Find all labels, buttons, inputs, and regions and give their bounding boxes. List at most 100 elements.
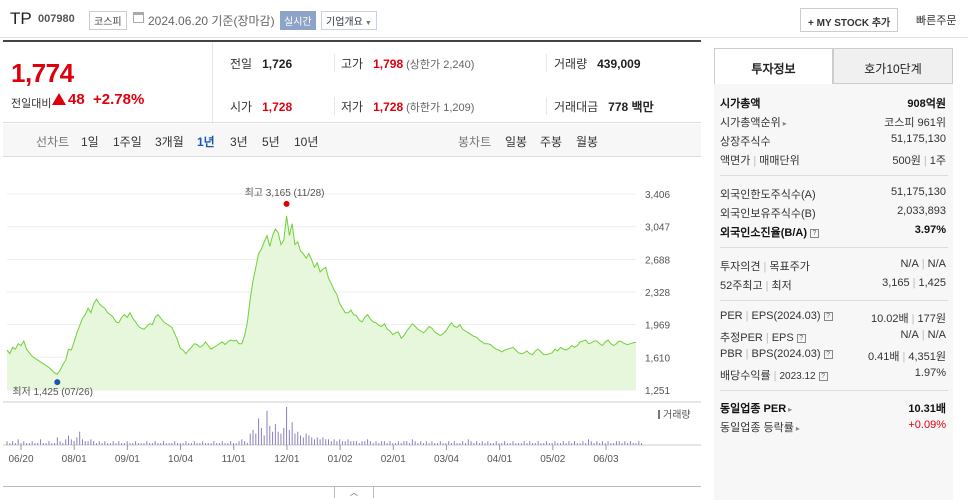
change-label: 전일대비 [11, 98, 52, 110]
stat-amount: 거래대금 778 백만 [554, 98, 654, 115]
divider [720, 300, 948, 301]
tab-investment-info[interactable]: 투자정보 [714, 48, 833, 84]
row-label: 외국인보유주식수(B) [720, 208, 816, 220]
x-tick-label: 10/04 [168, 454, 193, 465]
y-tick-label: 2,328 [645, 288, 670, 299]
row-value: 1,425 [918, 277, 946, 289]
row-label: 시가총액 [720, 98, 761, 110]
sector-rate-row[interactable]: 동일업종 등락률 ▸ +0.09% [720, 419, 946, 435]
row-value: 908억원 [907, 98, 946, 110]
y-tick-label: 1,251 [645, 386, 670, 397]
row-value: N/A [927, 258, 946, 270]
stat-label: 저가 [341, 100, 364, 114]
tab-weekly-candle[interactable]: 주봉 [540, 135, 563, 149]
tab-3years[interactable]: 3년 [230, 135, 248, 149]
stock-name: TP [10, 9, 32, 28]
tab-monthly-candle[interactable]: 월봉 [576, 135, 599, 149]
divider [720, 247, 948, 248]
x-tick-label: 06/03 [593, 454, 618, 465]
chevron-down-icon: ▼ [364, 20, 372, 27]
x-tick-label: 06/20 [8, 454, 33, 465]
x-tick-label: 01/02 [328, 454, 353, 465]
min-price-label: 최저 1,425 (07/26) [12, 386, 93, 398]
price-chart-svg: 3,406 3,047 2,688 2,328 1,969 1,610 1,251 06/2… [3, 187, 701, 465]
row-value: 10.02배 [871, 313, 909, 325]
row-label: 매매단위 [759, 155, 800, 167]
row-label: EPS(2024.03) [751, 310, 821, 322]
row-value: N/A [927, 329, 946, 341]
stat-label: 시가 [230, 100, 253, 114]
pbr-bps-row: PBR | BPS(2024.03)? 0.41배 | 4,351원 [720, 348, 946, 363]
row-value: N/A [900, 258, 919, 270]
my-stock-add-button[interactable]: + MY STOCK 추가 [800, 8, 899, 32]
row-label: EPS [771, 332, 794, 344]
est-per-eps-row: 추정PER | EPS? N/A | N/A [720, 329, 946, 344]
row-label: 액면가 [720, 155, 751, 167]
stock-code: 007980 [38, 13, 75, 25]
row-label: 최저 [771, 280, 792, 292]
row-label: BPS(2024.03) [751, 348, 821, 360]
stat-value: 1,728 [262, 100, 293, 114]
row-value: 코스피 961위 [884, 117, 946, 129]
help-icon[interactable]: ? [810, 229, 819, 238]
help-icon[interactable]: ? [823, 312, 833, 321]
foreign-ratio-row: 외국인소진율(B/A)? 3.97% [720, 224, 946, 240]
x-tick-label: 08/01 [62, 454, 87, 465]
row-label: 동일업종 PER [720, 403, 787, 415]
investment-info-panel: 투자정보 호가10단계 시가총액 908억원 시가총액순위 ▸ 코스피 961위 상장… [714, 48, 953, 500]
row-label: 상장주식수 [720, 136, 771, 148]
tab-3months[interactable]: 3개월 [155, 135, 184, 149]
tab-daily-candle[interactable]: 일봉 [505, 135, 528, 149]
help-icon[interactable]: ? [796, 334, 806, 343]
min-price-marker [54, 379, 61, 386]
chart-tabs: 선차트 1일 1주일 3개월 1년 3년 5년 10년 봉차트 일봉 주봉 월봉 [3, 124, 701, 157]
row-label: 외국인한도주식수(A) [720, 189, 816, 201]
sector-per-row[interactable]: 동일업종 PER ▸ 10.31배 [720, 400, 946, 416]
x-tick-label: 09/01 [115, 454, 140, 465]
row-value: 4,351원 [908, 351, 946, 363]
tab-1day[interactable]: 1일 [81, 135, 99, 149]
tab-5years[interactable]: 5년 [262, 135, 280, 149]
x-tick-label: 12/01 [274, 454, 299, 465]
stat-label: 거래량 [554, 57, 588, 71]
price-chart[interactable]: 3,406 3,047 2,688 2,328 1,969 1,610 1,251 06/2… [3, 157, 701, 500]
stock-header: TP 007980 코스피 2024.06.20 기준(장마감) 실시간 기업개… [0, 0, 968, 38]
par-unit-row: 액면가 | 매매단위 500원 | 1주 [720, 155, 946, 167]
arrow-right-icon: ▸ [788, 405, 793, 414]
base-date: 2024.06.20 기준(장마감) [148, 14, 275, 28]
row-value: 500원 [892, 155, 921, 167]
quick-order-button[interactable]: 빠른주문 [916, 15, 957, 27]
chart-collapse-button[interactable]: ︿ [334, 486, 374, 498]
tab-10years[interactable]: 10년 [294, 135, 319, 149]
stat-prev: 전일 1,726 [230, 55, 292, 72]
stat-high: 고가 1,798 (상한가 2,240) [341, 55, 474, 72]
row-value: 2,033,893 [897, 205, 946, 217]
tab-order-book[interactable]: 호가10단계 [833, 48, 953, 84]
company-overview-dropdown[interactable]: 기업개요 ▼ [321, 11, 377, 30]
help-icon[interactable]: ? [823, 350, 833, 359]
foreign-hold-row: 외국인보유주식수(B) 2,033,893 [720, 205, 946, 221]
change-percent: +2.78% [93, 91, 145, 108]
tab-1year[interactable]: 1년 [197, 135, 215, 149]
row-label: 시가총액순위 [720, 117, 781, 129]
y-tick-label: 1,610 [645, 353, 670, 364]
row-label: PBR [720, 348, 743, 360]
divider [720, 390, 948, 391]
divider [334, 97, 335, 115]
help-icon[interactable]: ? [818, 372, 828, 381]
row-value: +0.09% [908, 419, 946, 431]
row-value: 10.31배 [908, 403, 946, 415]
market-cap-rank-row[interactable]: 시가총액순위 ▸ 코스피 961위 [720, 114, 946, 130]
company-overview-label: 기업개요 [326, 17, 363, 28]
market-cap-row: 시가총액 908억원 [720, 95, 946, 111]
row-label: 외국인소진율(B/A) [720, 227, 807, 239]
tab-1week[interactable]: 1주일 [113, 135, 142, 149]
per-eps-row: PER | EPS(2024.03)? 10.02배 | 177원 [720, 310, 946, 325]
up-triangle-icon [52, 93, 66, 105]
row-label: 2023.12 [779, 371, 816, 382]
realtime-button[interactable]: 실시간 [280, 11, 316, 30]
y-tick-label: 3,047 [645, 223, 670, 234]
row-value: 51,175,130 [890, 186, 946, 198]
stat-value: 1,798 [373, 57, 404, 71]
row-label: 목표주가 [769, 261, 810, 273]
